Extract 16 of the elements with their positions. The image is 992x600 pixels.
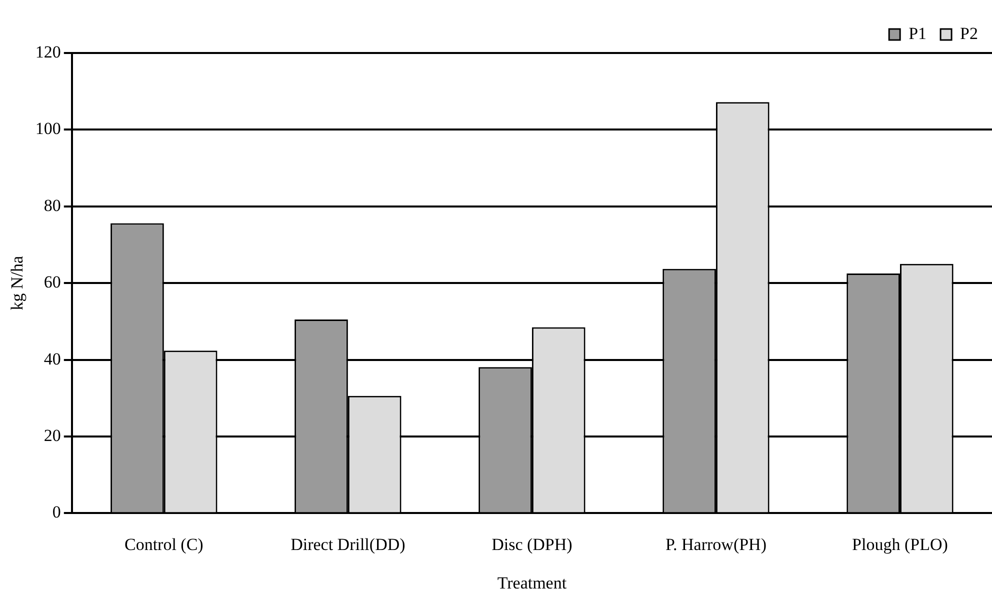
y-tick-label: 120: [35, 42, 61, 62]
y-tick-label: 20: [44, 426, 61, 445]
x-tick-label: Disc (DPH): [492, 534, 572, 554]
y-tick-label: 0: [52, 502, 61, 522]
x-tick-label: Control (C): [124, 534, 204, 554]
y-tick-label: 40: [44, 349, 61, 368]
legend-label: P1: [908, 24, 927, 43]
y-axis-title: kg N/ha: [8, 256, 27, 310]
legend-label: P2: [960, 24, 978, 43]
x-tick-label: P. Harrow(PH): [665, 534, 766, 554]
y-tick-label: 80: [44, 196, 61, 215]
x-tick-label: Plough (PLO): [852, 534, 948, 554]
x-axis-title: Treatment: [497, 573, 567, 592]
y-tick-label: 100: [35, 119, 61, 138]
x-tick-label: Direct Drill(DD): [290, 534, 406, 554]
y-tick-label: 60: [44, 272, 61, 292]
